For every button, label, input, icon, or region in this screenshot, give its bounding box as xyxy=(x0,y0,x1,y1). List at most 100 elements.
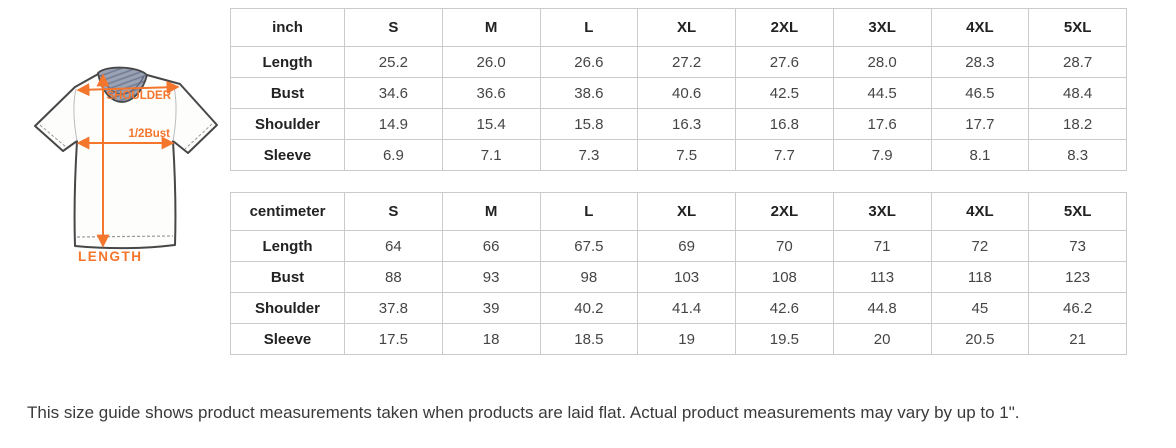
measurement-value-cell: 27.6 xyxy=(735,46,834,78)
measurement-label-cell: Length xyxy=(230,230,345,262)
size-header-cell: 3XL xyxy=(832,8,932,47)
measurement-value-cell: 17.5 xyxy=(344,323,443,355)
measurement-value-cell: 108 xyxy=(735,261,834,293)
size-header-cell: 2XL xyxy=(735,192,834,231)
size-table-inch: inch S M L XL 2XL 3XL 4XL 5XL Length 25.2 26.0 26.6 2… xyxy=(230,8,1127,171)
measurement-value-cell: 18.2 xyxy=(1028,108,1127,140)
measurement-value-cell: 7.3 xyxy=(539,139,639,171)
measurement-label-cell: Sleeve xyxy=(230,323,345,355)
measurement-value-cell: 113 xyxy=(832,261,932,293)
measurement-value-cell: 45 xyxy=(930,292,1030,324)
measurement-value-cell: 44.5 xyxy=(832,77,932,109)
measurement-value-cell: 70 xyxy=(735,230,834,262)
measurement-value-cell: 8.3 xyxy=(1028,139,1127,171)
length-label: LENGTH xyxy=(78,249,143,264)
measurement-value-cell: 46.5 xyxy=(930,77,1030,109)
measurement-value-cell: 28.0 xyxy=(832,46,932,78)
unit-header-cell: centimeter xyxy=(230,192,345,231)
measurement-value-cell: 71 xyxy=(832,230,932,262)
measurement-value-cell: 72 xyxy=(930,230,1030,262)
size-header-cell: 5XL xyxy=(1028,192,1127,231)
measurement-value-cell: 17.6 xyxy=(832,108,932,140)
measurement-row: Bust 88 93 98 103 108 113 118 123 xyxy=(230,261,1127,293)
measurement-value-cell: 34.6 xyxy=(344,77,443,109)
measurement-value-cell: 28.7 xyxy=(1028,46,1127,78)
measurement-value-cell: 20.5 xyxy=(930,323,1030,355)
measurement-value-cell: 48.4 xyxy=(1028,77,1127,109)
measurement-value-cell: 40.6 xyxy=(637,77,736,109)
measurement-value-cell: 36.6 xyxy=(441,77,541,109)
hem-stitch-line xyxy=(76,235,174,238)
measurement-value-cell: 18 xyxy=(441,323,541,355)
unit-header-cell: inch xyxy=(230,8,345,47)
size-header-cell: S xyxy=(344,192,443,231)
measurement-value-cell: 8.1 xyxy=(930,139,1030,171)
measurement-value-cell: 16.3 xyxy=(637,108,736,140)
measurement-value-cell: 69 xyxy=(637,230,736,262)
measurement-value-cell: 66 xyxy=(441,230,541,262)
half-bust-label: 1/2Bust xyxy=(128,128,170,140)
measurement-value-cell: 73 xyxy=(1028,230,1127,262)
measurement-value-cell: 118 xyxy=(930,261,1030,293)
size-header-row: inch S M L XL 2XL 3XL 4XL 5XL xyxy=(230,8,1127,47)
measurement-value-cell: 15.8 xyxy=(539,108,639,140)
measurement-value-cell: 17.7 xyxy=(930,108,1030,140)
measurement-value-cell: 42.6 xyxy=(735,292,834,324)
measurement-row: Bust 34.6 36.6 38.6 40.6 42.5 44.5 46.5 48.4 xyxy=(230,77,1127,109)
size-header-cell: 2XL xyxy=(735,8,834,47)
measurement-value-cell: 88 xyxy=(344,261,443,293)
measurement-value-cell: 64 xyxy=(344,230,443,262)
measurement-value-cell: 41.4 xyxy=(637,292,736,324)
measurement-value-cell: 7.5 xyxy=(637,139,736,171)
measurement-row: Sleeve 6.9 7.1 7.3 7.5 7.7 7.9 8.1 8.3 xyxy=(230,139,1127,171)
tshirt-diagram: SHOULDER 1/2Bust LENGTH xyxy=(28,64,223,274)
measurement-value-cell: 7.7 xyxy=(735,139,834,171)
size-guide-note: This size guide shows product measuremen… xyxy=(27,403,1020,422)
measurement-row: Shoulder 37.8 39 40.2 41.4 42.6 44.8 45 46.2 xyxy=(230,292,1127,324)
measurement-value-cell: 14.9 xyxy=(344,108,443,140)
measurement-value-cell: 123 xyxy=(1028,261,1127,293)
measurement-label-cell: Bust xyxy=(230,261,345,293)
measurement-value-cell: 19 xyxy=(637,323,736,355)
shoulder-arrow xyxy=(76,80,180,97)
size-header-cell: XL xyxy=(637,8,736,47)
measurement-value-cell: 25.2 xyxy=(344,46,443,78)
measurement-value-cell: 18.5 xyxy=(539,323,639,355)
measurement-value-cell: 7.9 xyxy=(832,139,932,171)
tshirt-image: SHOULDER 1/2Bust LENGTH xyxy=(34,66,218,264)
measurement-value-cell: 98 xyxy=(539,261,639,293)
measurement-label-cell: Shoulder xyxy=(230,108,345,140)
measurement-row: Length 64 66 67.5 69 70 71 72 73 xyxy=(230,230,1127,262)
measurement-value-cell: 21 xyxy=(1028,323,1127,355)
measurement-value-cell: 15.4 xyxy=(441,108,541,140)
size-header-cell: M xyxy=(441,192,541,231)
measurement-label-cell: Shoulder xyxy=(230,292,345,324)
measurement-row: Sleeve 17.5 18 18.5 19 19.5 20 20.5 21 xyxy=(230,323,1127,355)
size-tables: inch S M L XL 2XL 3XL 4XL 5XL Length 25.2 26.0 26.6 2… xyxy=(230,8,1127,355)
size-header-cell: M xyxy=(441,8,541,47)
measurement-value-cell: 39 xyxy=(441,292,541,324)
measurement-value-cell: 40.2 xyxy=(539,292,639,324)
measurement-label-cell: Length xyxy=(230,46,345,78)
measurement-value-cell: 42.5 xyxy=(735,77,834,109)
size-header-cell: 5XL xyxy=(1028,8,1127,47)
measurement-value-cell: 37.8 xyxy=(344,292,443,324)
size-header-cell: L xyxy=(539,8,639,47)
size-header-cell: S xyxy=(344,8,443,47)
measurement-value-cell: 20 xyxy=(832,323,932,355)
size-header-cell: 3XL xyxy=(832,192,932,231)
measurement-value-cell: 19.5 xyxy=(735,323,834,355)
measurement-label-cell: Bust xyxy=(230,77,345,109)
measurement-row: Length 25.2 26.0 26.6 27.2 27.6 28.0 28.3 28.7 xyxy=(230,46,1127,78)
measurement-value-cell: 103 xyxy=(637,261,736,293)
measurement-value-cell: 7.1 xyxy=(441,139,541,171)
shoulder-label: SHOULDER xyxy=(106,90,171,102)
measurement-value-cell: 67.5 xyxy=(539,230,639,262)
size-header-cell: L xyxy=(539,192,639,231)
measurement-value-cell: 26.0 xyxy=(441,46,541,78)
size-header-row: centimeter S M L XL 2XL 3XL 4XL 5XL xyxy=(230,192,1127,231)
measurement-value-cell: 93 xyxy=(441,261,541,293)
measurement-value-cell: 16.8 xyxy=(735,108,834,140)
measurement-value-cell: 46.2 xyxy=(1028,292,1127,324)
